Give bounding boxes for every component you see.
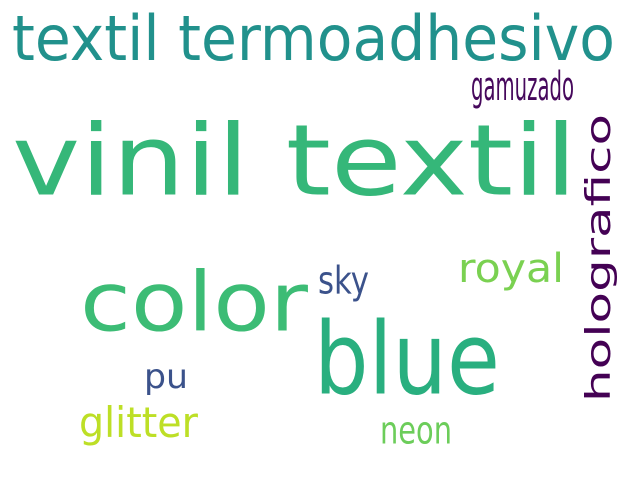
word-gamuzado: gamuzado <box>471 62 574 110</box>
word-glitter: glitter <box>79 398 198 448</box>
word-sky: sky <box>318 258 369 303</box>
word-textil-termoadhesivo: textil termoadhesivo <box>12 2 615 75</box>
word-blue: blue <box>314 301 500 418</box>
word-pu: pu <box>144 357 188 397</box>
word-color: color <box>80 255 308 351</box>
word-vinil-textil: vinil textil <box>12 103 577 219</box>
word-neon: neon <box>380 408 452 453</box>
word-royal: royal <box>458 244 564 292</box>
word-holografico: holografico <box>579 113 619 402</box>
